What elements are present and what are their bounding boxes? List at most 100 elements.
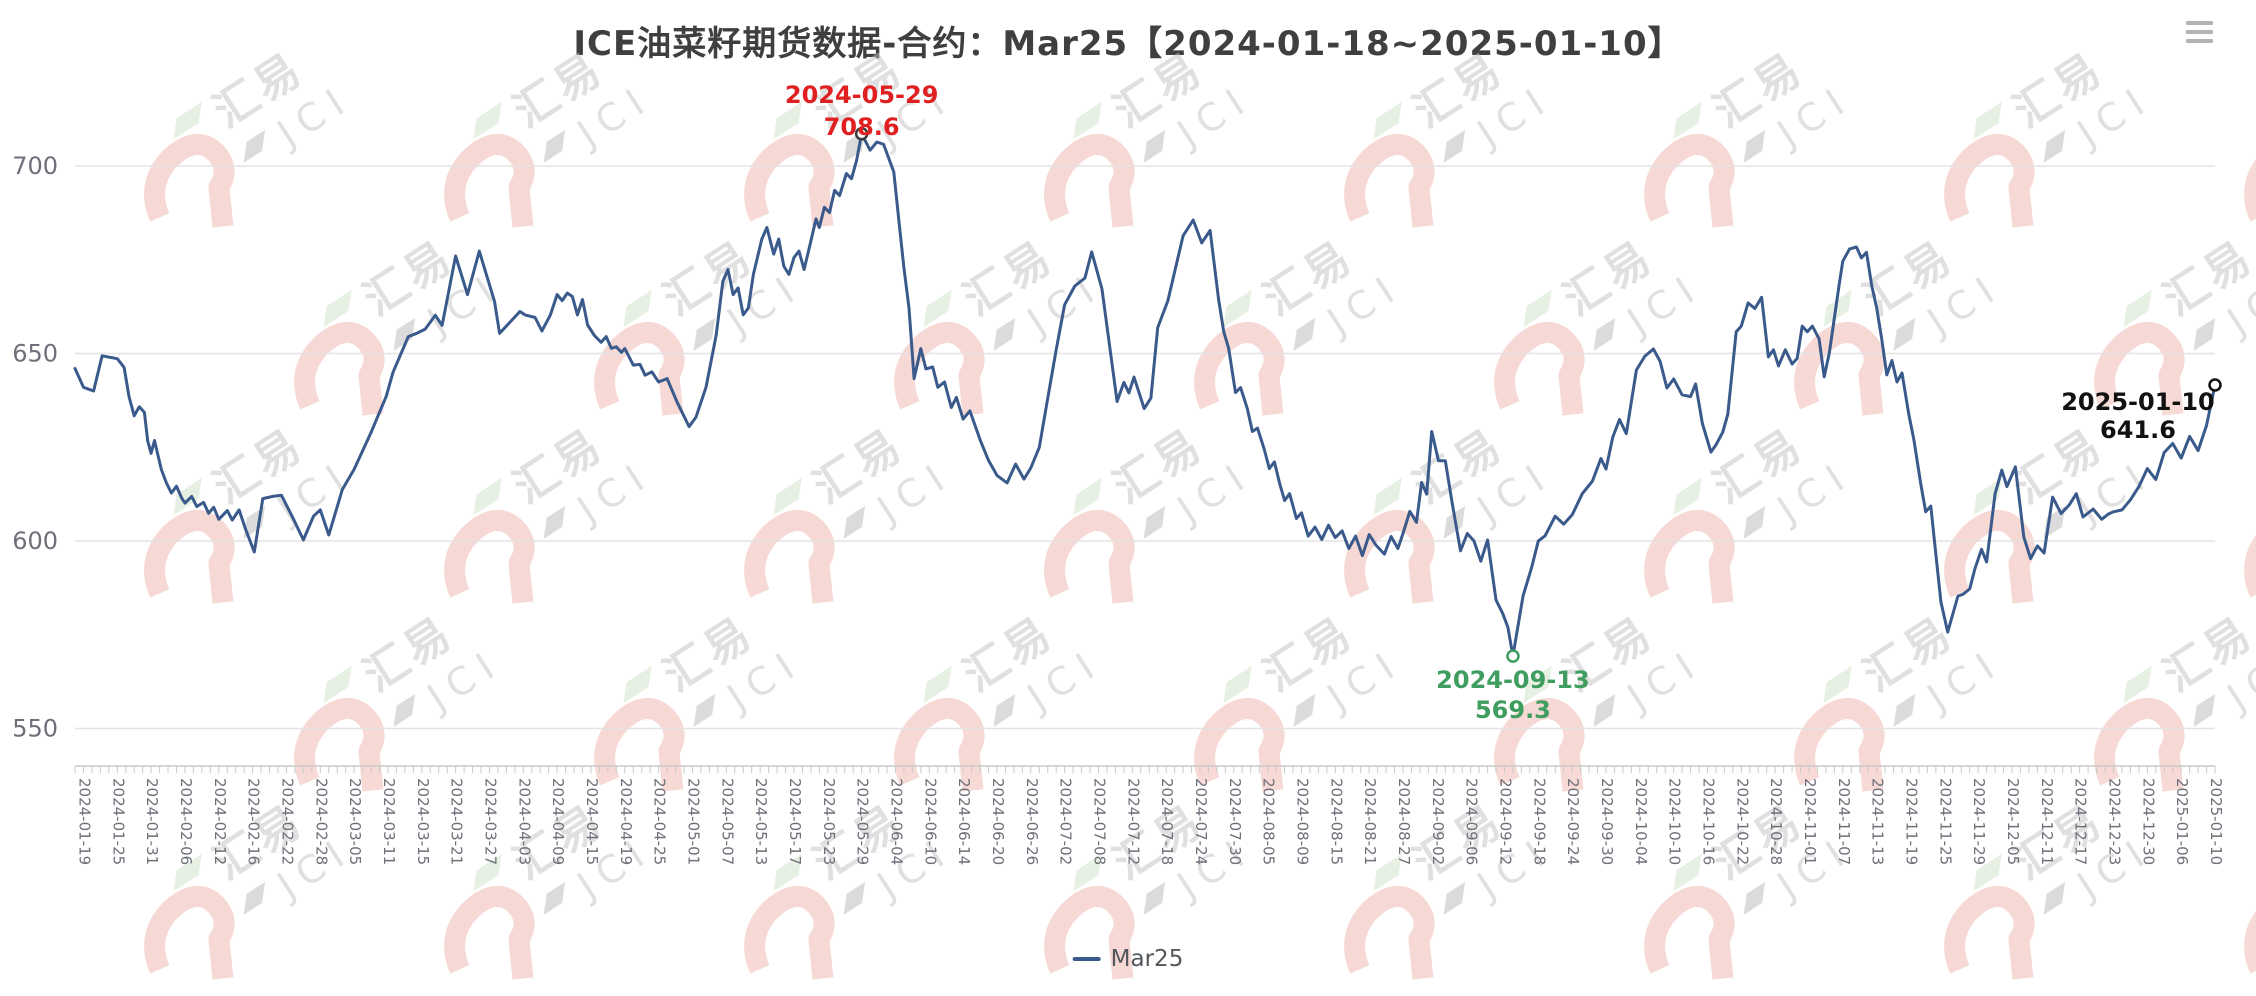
x-axis-label: 2024-01-19 [75, 778, 93, 865]
watermark-gray-quad-icon [843, 505, 866, 539]
watermark-gray-quad-icon [1443, 129, 1466, 163]
watermark-gray-quad-icon [993, 693, 1016, 727]
x-axis-label: 2024-04-15 [583, 778, 601, 865]
watermark-logo-hook-icon [294, 698, 385, 792]
watermark-logo-hook-icon [2244, 886, 2256, 980]
x-axis-label: 2024-09-18 [1530, 778, 1548, 865]
x-axis-label: 2024-03-15 [414, 778, 432, 865]
watermark-logo-hook-icon [2094, 322, 2185, 416]
watermark-green-quad-icon [923, 289, 952, 328]
x-axis-label: 2024-08-05 [1260, 778, 1278, 865]
watermark-gray-quad-icon [1743, 505, 1766, 539]
watermark-logo-hook-icon [1944, 134, 2035, 228]
x-axis-label: 2024-03-05 [346, 778, 364, 865]
watermark-logo-hook-icon [1644, 134, 1735, 228]
x-axis-label: 2024-04-25 [651, 778, 669, 865]
watermark-logo-hook-icon [894, 322, 985, 416]
watermark-gray-quad-icon [393, 317, 416, 351]
watermark-green-quad-icon [1673, 477, 1702, 516]
watermark-green-quad-icon [1973, 853, 2002, 892]
watermark-gray-quad-icon [1443, 881, 1466, 915]
watermark-gray-quad-icon [1143, 881, 1166, 915]
watermark-green-quad-icon [1073, 101, 1102, 140]
watermark-gray-quad-icon [243, 129, 266, 163]
x-axis-label: 2024-04-03 [515, 778, 533, 865]
watermark-green-quad-icon [773, 101, 802, 140]
max-point-marker [854, 127, 869, 141]
x-axis-label: 2024-07-30 [1226, 778, 1244, 865]
watermark-logo-hook-icon [1644, 510, 1735, 604]
watermark-gray-quad-icon [1143, 129, 1166, 163]
watermark-logo-hook-icon [594, 322, 685, 416]
x-axis-label: 2024-08-27 [1395, 778, 1413, 865]
watermark-green-quad-icon [1823, 665, 1852, 704]
x-axis-label: 2024-02-16 [245, 778, 263, 865]
max-value-label: 708.6 [824, 113, 900, 141]
watermark-green-quad-icon [1073, 853, 1102, 892]
watermark-logo-hook-icon [2094, 698, 2185, 792]
x-axis-label: 2024-01-25 [109, 778, 127, 865]
x-axis-label: 2024-12-11 [2038, 778, 2056, 865]
x-axis-label: 2024-11-13 [1869, 778, 1887, 865]
x-axis-label: 2024-08-21 [1361, 778, 1379, 865]
min-point-marker [1506, 649, 1520, 663]
watermark-logo-hook-icon [1794, 322, 1885, 416]
x-axis-label: 2024-09-06 [1463, 778, 1481, 865]
watermark-logo-hook-icon [1494, 322, 1585, 416]
watermark-gray-quad-icon [543, 505, 566, 539]
x-axis-label: 2024-08-09 [1293, 778, 1311, 865]
watermark-gray-quad-icon [1893, 317, 1916, 351]
watermark-logo-hook-icon [1344, 886, 1435, 980]
x-axis-label: 2024-07-08 [1090, 778, 1108, 865]
legend[interactable]: Mar25 [1072, 946, 1183, 972]
x-axis-label: 2024-05-13 [752, 778, 770, 865]
watermark-green-quad-icon [1223, 289, 1252, 328]
legend-line-icon [1072, 957, 1101, 961]
x-axis-label: 2024-01-31 [143, 778, 161, 865]
watermark-green-quad-icon [323, 289, 352, 328]
x-axis-label: 2024-02-22 [278, 778, 296, 865]
x-axis-label: 2024-04-09 [549, 778, 567, 865]
last-value-label: 641.6 [2100, 416, 2176, 444]
watermark-logo-hook-icon [144, 134, 235, 228]
watermark-green-quad-icon [1373, 477, 1402, 516]
x-axis-label: 2024-10-28 [1767, 778, 1785, 865]
watermark-logo-hook-icon [1044, 510, 1135, 604]
watermark-green-quad-icon [2123, 665, 2152, 704]
x-axis-label: 2024-09-12 [1496, 778, 1514, 865]
x-axis-label: 2024-05-29 [854, 778, 872, 865]
watermark-logo-hook-icon [144, 886, 235, 980]
watermark-gray-quad-icon [1143, 505, 1166, 539]
hamburger-menu-icon[interactable] [2186, 21, 2213, 44]
max-date-label: 2024-05-29 [785, 81, 939, 109]
watermark-logo-hook-icon [444, 510, 535, 604]
x-axis-label: 2024-07-18 [1158, 778, 1176, 865]
x-axis-label: 2024-11-19 [1902, 778, 1920, 865]
watermark-logo-hook-icon [2244, 510, 2256, 604]
watermark-logo-hook-icon [1944, 886, 2035, 980]
watermark-logo-hook-icon [1794, 698, 1885, 792]
chart-title: ICE油菜籽期货数据-合约：Mar25【2024-01-18~2025-01-1… [573, 24, 1683, 64]
x-axis-label: 2024-05-17 [786, 778, 804, 865]
watermark-logo-hook-icon [1644, 886, 1735, 980]
watermark-gray-quad-icon [693, 693, 716, 727]
watermark-logo-hook-icon [144, 510, 235, 604]
watermark-logo-hook-icon [744, 510, 835, 604]
watermark-gray-quad-icon [543, 129, 566, 163]
watermark-green-quad-icon [2123, 289, 2152, 328]
price-line-series[interactable] [73, 132, 2217, 658]
